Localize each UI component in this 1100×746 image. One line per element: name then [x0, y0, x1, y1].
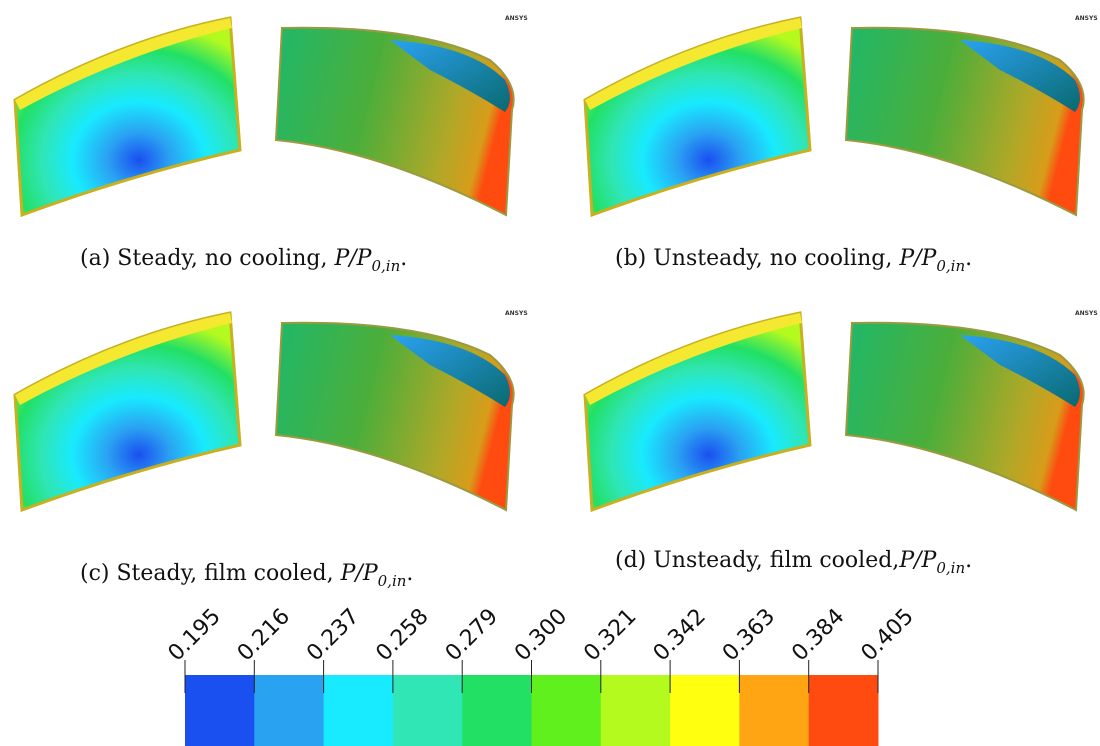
- blade-image: [15, 18, 514, 215]
- colorbar-band: [324, 675, 394, 746]
- colorbar-band: [254, 675, 324, 746]
- caption-part: P/P: [898, 548, 937, 573]
- panel: ANSYS: [585, 310, 1098, 510]
- colorbar-band: [670, 675, 740, 746]
- caption-part: .: [406, 561, 413, 586]
- caption: (c) Steady, film cooled, P/P0,in.: [80, 561, 413, 590]
- caption: (b) Unsteady, no cooling, P/P0,in.: [615, 246, 972, 275]
- figure: ANSYS(a) Steady, no cooling, P/P0,in.ANS…: [0, 0, 1100, 746]
- colorbar-label: 0.237: [302, 604, 364, 666]
- colorbar-label: 0.300: [510, 604, 572, 666]
- caption-part: .: [400, 246, 407, 271]
- colorbar-band: [393, 675, 463, 746]
- caption-part: (c) Steady, film cooled,: [80, 561, 341, 586]
- caption-part: 0,in: [936, 559, 965, 577]
- colorbar-label: 0.195: [164, 604, 226, 666]
- caption-part: (a) Steady, no cooling,: [80, 246, 334, 271]
- caption-part: P/P: [898, 246, 937, 271]
- caption: (a) Steady, no cooling, P/P0,in.: [80, 246, 407, 275]
- panel: ANSYS: [15, 15, 528, 215]
- colorbar-band: [809, 675, 879, 746]
- colorbar-label: 0.321: [579, 604, 641, 666]
- blade-image: [585, 313, 1084, 510]
- watermark: ANSYS: [505, 310, 528, 317]
- colorbar-band: [739, 675, 809, 746]
- caption-part: P/P: [333, 246, 372, 271]
- caption-part: P/P: [340, 561, 379, 586]
- colorbar-band: [462, 675, 532, 746]
- colorbar-label: 0.216: [233, 604, 295, 666]
- caption: (d) Unsteady, film cooled,P/P0,in.: [615, 548, 972, 577]
- colorbar-band: [532, 675, 602, 746]
- colorbar-label: 0.384: [787, 604, 849, 666]
- caption-part: .: [965, 246, 972, 271]
- colorbar-label: 0.342: [649, 604, 711, 666]
- caption-part: 0,in: [371, 257, 400, 275]
- colorbar-band: [185, 675, 255, 746]
- blade-image: [585, 18, 1084, 215]
- watermark: ANSYS: [505, 15, 528, 22]
- caption-part: 0,in: [936, 257, 965, 275]
- caption-part: (d) Unsteady, film cooled,: [615, 548, 899, 573]
- figure-canvas: ANSYS(a) Steady, no cooling, P/P0,in.ANS…: [0, 0, 1100, 746]
- watermark: ANSYS: [1075, 310, 1098, 317]
- blade-image: [15, 313, 514, 510]
- caption-part: .: [965, 548, 972, 573]
- caption-part: (b) Unsteady, no cooling,: [615, 246, 899, 271]
- colorbar-band: [601, 675, 671, 746]
- colorbar-label: 0.258: [371, 604, 433, 666]
- colorbar-label: 0.363: [718, 604, 780, 666]
- colorbar-label: 0.279: [441, 604, 503, 666]
- panel: ANSYS: [585, 15, 1098, 215]
- caption-part: 0,in: [378, 572, 407, 590]
- colorbar-label: 0.405: [857, 604, 919, 666]
- panel: ANSYS: [15, 310, 528, 510]
- watermark: ANSYS: [1075, 15, 1098, 22]
